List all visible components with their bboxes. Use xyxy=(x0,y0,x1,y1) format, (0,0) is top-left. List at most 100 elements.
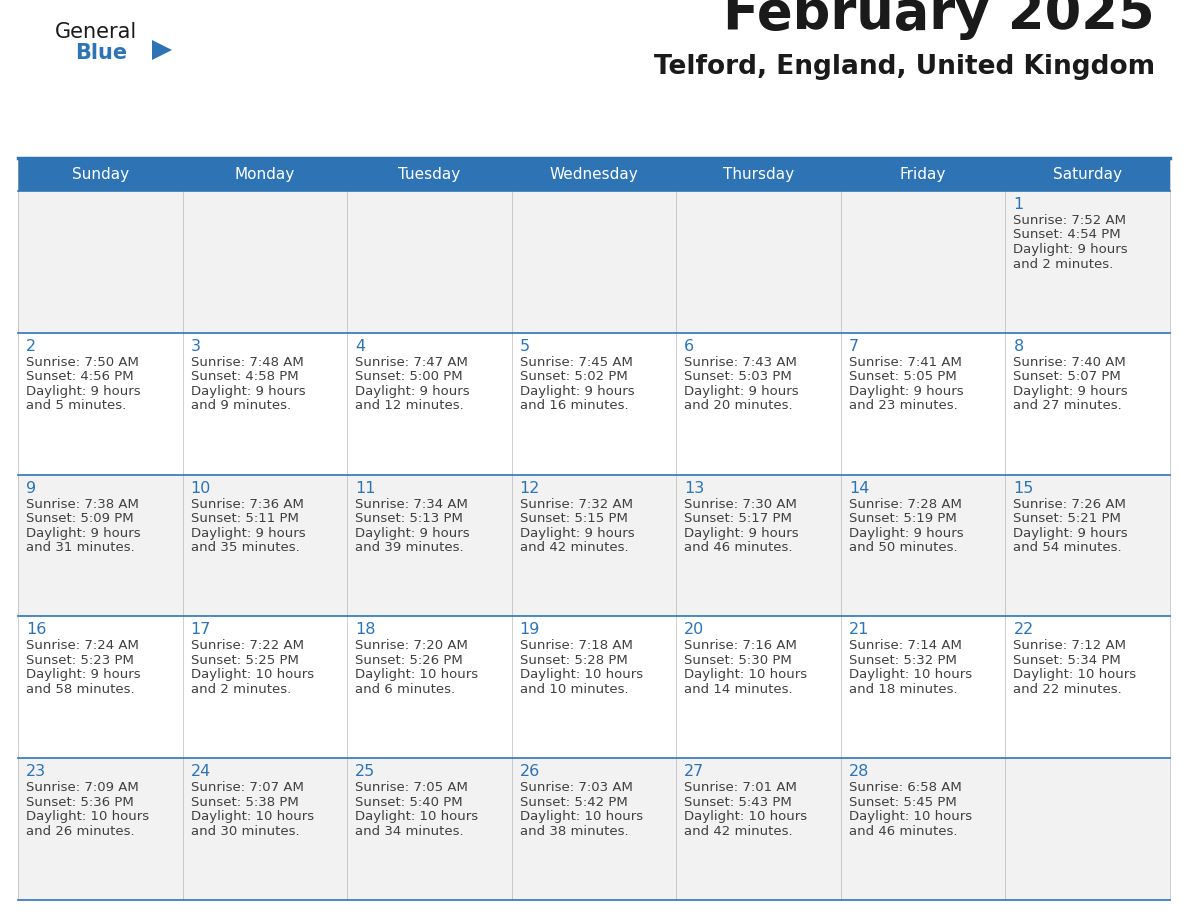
Text: and 18 minutes.: and 18 minutes. xyxy=(849,683,958,696)
Bar xyxy=(18,758,1170,900)
Text: Sunrise: 7:28 AM: Sunrise: 7:28 AM xyxy=(849,498,962,510)
Text: Daylight: 9 hours: Daylight: 9 hours xyxy=(1013,385,1129,397)
Text: Daylight: 9 hours: Daylight: 9 hours xyxy=(190,385,305,397)
Text: 17: 17 xyxy=(190,622,211,637)
Text: Sunset: 5:15 PM: Sunset: 5:15 PM xyxy=(519,512,627,525)
Text: General: General xyxy=(55,22,138,42)
Text: Sunset: 5:34 PM: Sunset: 5:34 PM xyxy=(1013,654,1121,666)
Text: Sunrise: 7:07 AM: Sunrise: 7:07 AM xyxy=(190,781,303,794)
Text: Sunrise: 7:38 AM: Sunrise: 7:38 AM xyxy=(26,498,139,510)
Text: and 20 minutes.: and 20 minutes. xyxy=(684,399,792,412)
Text: Sunset: 5:38 PM: Sunset: 5:38 PM xyxy=(190,796,298,809)
Text: Sunset: 5:36 PM: Sunset: 5:36 PM xyxy=(26,796,134,809)
Text: Sunrise: 7:18 AM: Sunrise: 7:18 AM xyxy=(519,640,632,653)
Text: 20: 20 xyxy=(684,622,704,637)
Bar xyxy=(18,616,1170,758)
Text: 19: 19 xyxy=(519,622,541,637)
Text: Sunrise: 7:16 AM: Sunrise: 7:16 AM xyxy=(684,640,797,653)
Text: Sunset: 5:03 PM: Sunset: 5:03 PM xyxy=(684,370,792,384)
Text: 4: 4 xyxy=(355,339,365,353)
Text: and 14 minutes.: and 14 minutes. xyxy=(684,683,792,696)
Text: Sunset: 5:13 PM: Sunset: 5:13 PM xyxy=(355,512,463,525)
Text: and 54 minutes.: and 54 minutes. xyxy=(1013,541,1121,554)
Text: Daylight: 9 hours: Daylight: 9 hours xyxy=(26,385,140,397)
Text: 18: 18 xyxy=(355,622,375,637)
Text: Blue: Blue xyxy=(75,43,127,63)
Text: and 30 minutes.: and 30 minutes. xyxy=(190,824,299,838)
Text: and 16 minutes.: and 16 minutes. xyxy=(519,399,628,412)
Bar xyxy=(18,333,1170,475)
Text: Sunrise: 7:40 AM: Sunrise: 7:40 AM xyxy=(1013,356,1126,369)
Text: Daylight: 9 hours: Daylight: 9 hours xyxy=(355,527,469,540)
Text: Sunset: 5:00 PM: Sunset: 5:00 PM xyxy=(355,370,463,384)
Text: and 6 minutes.: and 6 minutes. xyxy=(355,683,455,696)
Text: Sunset: 5:40 PM: Sunset: 5:40 PM xyxy=(355,796,463,809)
Text: Daylight: 9 hours: Daylight: 9 hours xyxy=(26,668,140,681)
Text: Daylight: 10 hours: Daylight: 10 hours xyxy=(355,668,479,681)
Text: and 22 minutes.: and 22 minutes. xyxy=(1013,683,1123,696)
Text: Monday: Monday xyxy=(235,167,295,182)
Text: Sunset: 5:43 PM: Sunset: 5:43 PM xyxy=(684,796,792,809)
Text: Sunset: 5:21 PM: Sunset: 5:21 PM xyxy=(1013,512,1121,525)
Text: Sunset: 5:19 PM: Sunset: 5:19 PM xyxy=(849,512,956,525)
Text: 6: 6 xyxy=(684,339,695,353)
Text: Sunrise: 7:01 AM: Sunrise: 7:01 AM xyxy=(684,781,797,794)
Text: Sunrise: 7:30 AM: Sunrise: 7:30 AM xyxy=(684,498,797,510)
Text: Sunrise: 7:05 AM: Sunrise: 7:05 AM xyxy=(355,781,468,794)
Text: Sunrise: 7:52 AM: Sunrise: 7:52 AM xyxy=(1013,214,1126,227)
Text: Sunset: 5:05 PM: Sunset: 5:05 PM xyxy=(849,370,956,384)
Text: Daylight: 9 hours: Daylight: 9 hours xyxy=(519,385,634,397)
Text: Sunset: 5:42 PM: Sunset: 5:42 PM xyxy=(519,796,627,809)
Text: 26: 26 xyxy=(519,764,541,779)
Text: 10: 10 xyxy=(190,481,211,496)
Text: 8: 8 xyxy=(1013,339,1024,353)
Text: Daylight: 10 hours: Daylight: 10 hours xyxy=(190,668,314,681)
Text: 22: 22 xyxy=(1013,622,1034,637)
Text: Sunday: Sunday xyxy=(71,167,128,182)
Text: Sunrise: 7:45 AM: Sunrise: 7:45 AM xyxy=(519,356,632,369)
Text: and 9 minutes.: and 9 minutes. xyxy=(190,399,291,412)
Text: Sunrise: 7:09 AM: Sunrise: 7:09 AM xyxy=(26,781,139,794)
Text: 16: 16 xyxy=(26,622,46,637)
Text: Sunset: 5:32 PM: Sunset: 5:32 PM xyxy=(849,654,956,666)
Text: Wednesday: Wednesday xyxy=(550,167,638,182)
Text: Sunset: 5:30 PM: Sunset: 5:30 PM xyxy=(684,654,792,666)
Text: Sunrise: 7:50 AM: Sunrise: 7:50 AM xyxy=(26,356,139,369)
Text: and 42 minutes.: and 42 minutes. xyxy=(519,541,628,554)
Text: 25: 25 xyxy=(355,764,375,779)
Text: Daylight: 9 hours: Daylight: 9 hours xyxy=(1013,243,1129,256)
Text: and 26 minutes.: and 26 minutes. xyxy=(26,824,134,838)
Polygon shape xyxy=(152,40,172,60)
Text: Sunrise: 7:48 AM: Sunrise: 7:48 AM xyxy=(190,356,303,369)
Text: Sunset: 5:02 PM: Sunset: 5:02 PM xyxy=(519,370,627,384)
Text: and 2 minutes.: and 2 minutes. xyxy=(190,683,291,696)
Text: Sunset: 5:07 PM: Sunset: 5:07 PM xyxy=(1013,370,1121,384)
Text: 24: 24 xyxy=(190,764,210,779)
Text: Friday: Friday xyxy=(901,167,947,182)
Text: and 34 minutes.: and 34 minutes. xyxy=(355,824,463,838)
Text: Daylight: 10 hours: Daylight: 10 hours xyxy=(519,668,643,681)
Text: and 12 minutes.: and 12 minutes. xyxy=(355,399,463,412)
Text: and 27 minutes.: and 27 minutes. xyxy=(1013,399,1123,412)
Text: Daylight: 9 hours: Daylight: 9 hours xyxy=(519,527,634,540)
Text: 11: 11 xyxy=(355,481,375,496)
Bar xyxy=(18,191,1170,333)
Text: Thursday: Thursday xyxy=(723,167,794,182)
Text: Daylight: 9 hours: Daylight: 9 hours xyxy=(684,385,798,397)
Text: Daylight: 9 hours: Daylight: 9 hours xyxy=(355,385,469,397)
Text: Sunset: 4:56 PM: Sunset: 4:56 PM xyxy=(26,370,133,384)
Text: Daylight: 10 hours: Daylight: 10 hours xyxy=(26,811,150,823)
Text: Sunset: 5:09 PM: Sunset: 5:09 PM xyxy=(26,512,133,525)
Text: 21: 21 xyxy=(849,622,870,637)
Bar xyxy=(18,475,1170,616)
Text: Sunset: 5:26 PM: Sunset: 5:26 PM xyxy=(355,654,463,666)
Text: 2: 2 xyxy=(26,339,36,353)
Text: Telford, England, United Kingdom: Telford, England, United Kingdom xyxy=(653,54,1155,80)
Text: and 50 minutes.: and 50 minutes. xyxy=(849,541,958,554)
Text: Sunrise: 7:20 AM: Sunrise: 7:20 AM xyxy=(355,640,468,653)
Text: 12: 12 xyxy=(519,481,541,496)
Text: Sunset: 5:45 PM: Sunset: 5:45 PM xyxy=(849,796,956,809)
Text: 13: 13 xyxy=(684,481,704,496)
Text: Daylight: 9 hours: Daylight: 9 hours xyxy=(849,385,963,397)
Text: 7: 7 xyxy=(849,339,859,353)
